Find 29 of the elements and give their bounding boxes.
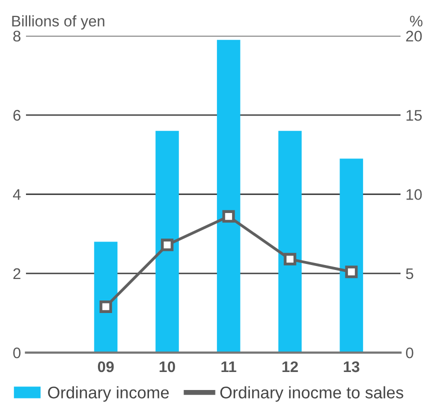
y-tick-label: 4 xyxy=(12,189,21,200)
point xyxy=(100,300,112,313)
point xyxy=(160,238,174,252)
point xyxy=(284,252,296,266)
y-tick-label: 6 xyxy=(13,110,20,121)
bar xyxy=(156,130,179,353)
x-tick-label: 11 xyxy=(221,362,236,372)
bar xyxy=(278,130,302,353)
y-tick-label: 0 xyxy=(13,347,21,358)
y-tick-label: 2 xyxy=(13,268,20,279)
x-tick-label: 09 xyxy=(98,361,114,372)
y2-tick-label: 0 xyxy=(406,347,414,358)
y-tick-label: 8 xyxy=(13,30,20,42)
bar xyxy=(216,40,240,353)
point xyxy=(222,210,235,223)
y2-tick-label: 10 xyxy=(406,189,422,200)
point xyxy=(345,266,358,278)
y2-tick-label: 20 xyxy=(406,30,422,42)
y2-tick-label: 5 xyxy=(406,268,414,280)
y2-axis-title: % xyxy=(410,16,422,26)
y-axis-title: Billions of yen xyxy=(12,15,104,30)
legend-label: Ordinary inocme to sales xyxy=(220,386,404,402)
y2-tick-label: 15 xyxy=(406,110,422,121)
x-tick-label: 10 xyxy=(160,361,176,372)
bar xyxy=(94,242,118,353)
bar xyxy=(340,158,364,353)
x-tick-label: 12 xyxy=(282,361,298,372)
x-tick-label: 13 xyxy=(344,361,360,372)
legend-label: Ordinary income xyxy=(48,386,169,402)
